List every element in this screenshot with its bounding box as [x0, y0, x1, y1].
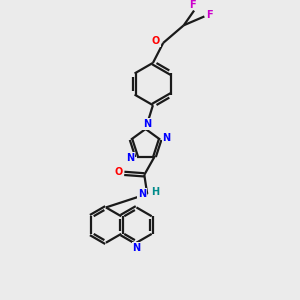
- Text: N: N: [132, 243, 140, 253]
- Text: H: H: [152, 188, 160, 197]
- Text: N: N: [163, 133, 171, 143]
- Text: N: N: [138, 189, 146, 199]
- Text: N: N: [143, 119, 151, 129]
- Text: F: F: [189, 0, 196, 10]
- Text: N: N: [126, 153, 134, 163]
- Text: O: O: [152, 36, 160, 46]
- Text: F: F: [206, 10, 213, 20]
- Text: O: O: [114, 167, 123, 177]
